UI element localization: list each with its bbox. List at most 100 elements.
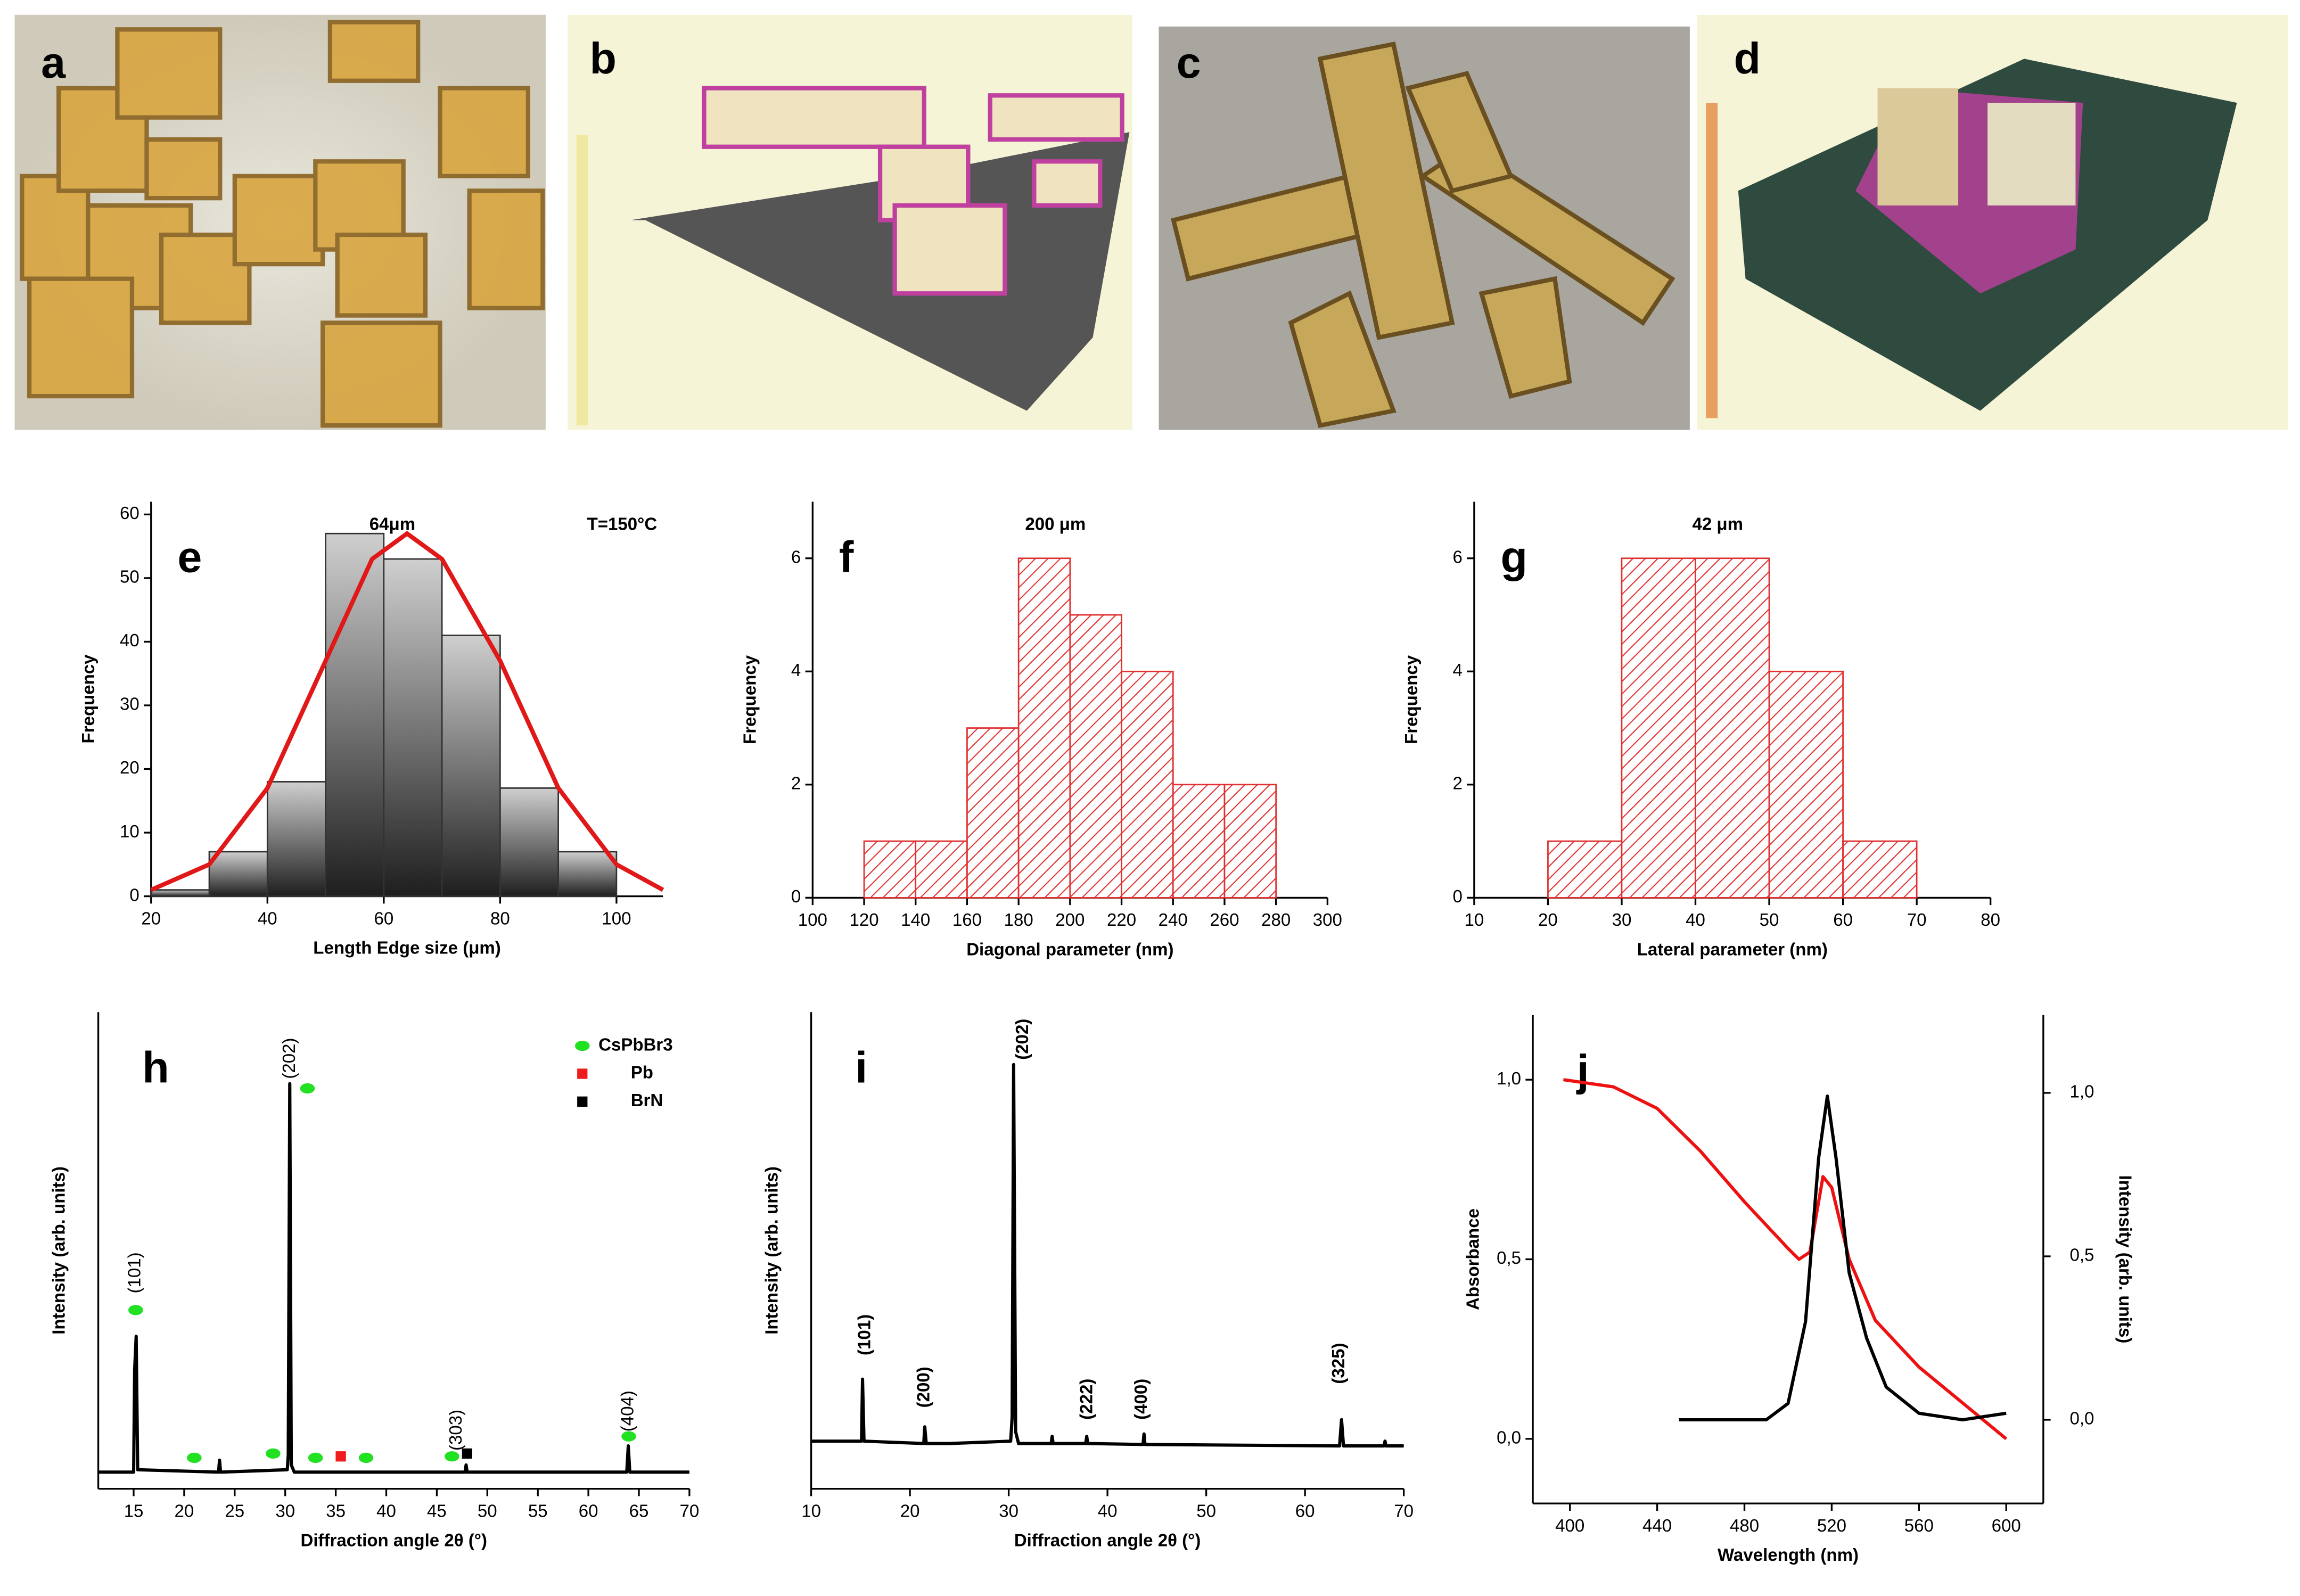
x-tick-label: 50 (478, 1501, 497, 1521)
x-tick-label: 30 (275, 1501, 295, 1521)
marker (445, 1451, 459, 1462)
x-tick-label: 60 (579, 1501, 598, 1521)
x-tick-label: 440 (1642, 1516, 1672, 1536)
marker (621, 1431, 636, 1442)
peak-label: (202) (1013, 1019, 1032, 1060)
x-tick-label: 20 (1538, 910, 1558, 930)
y-tick-label: 0 (791, 887, 801, 907)
photo-a (14, 14, 546, 430)
x-tick-label: 600 (1992, 1516, 2021, 1536)
panel-label: h (142, 1042, 169, 1092)
y-axis-label: Frequency (79, 654, 98, 744)
bar (1223, 784, 1277, 899)
x-tick-label: 45 (427, 1501, 447, 1521)
x-tick-label: 70 (1907, 910, 1927, 930)
bar (383, 558, 443, 897)
marker (358, 1452, 374, 1463)
peak-label: (400) (1131, 1379, 1151, 1420)
chart-title: 64μm (369, 514, 415, 534)
x-tick-label: 400 (1555, 1516, 1584, 1536)
fit-curve (150, 531, 664, 892)
bar (1621, 557, 1696, 899)
x-tick-label: 140 (901, 910, 930, 930)
x-axis-label: Diffraction angle 2θ (°) (1014, 1531, 1201, 1551)
bar (1017, 557, 1071, 899)
peak-label: (202) (280, 1038, 299, 1079)
bar (863, 840, 917, 899)
x-tick-label: 100 (602, 909, 631, 928)
x-tick-label: 60 (374, 909, 393, 928)
x-tick-label: 240 (1159, 910, 1188, 930)
panel-label: e (177, 532, 202, 582)
y-tick-label: 30 (120, 695, 139, 714)
legend-marker (577, 1068, 588, 1079)
x-tick-label: 220 (1107, 910, 1136, 930)
x-tick-label: 260 (1210, 910, 1239, 930)
y-tick-label: 60 (120, 504, 139, 523)
bar (915, 840, 968, 899)
y-tick-label: 0 (1452, 887, 1462, 907)
data-line (811, 1063, 1404, 1448)
x-tick-label: 40 (258, 909, 277, 928)
y-tick-label: 10 (120, 822, 139, 842)
x-axis-label: Lateral parameter (nm) (1637, 940, 1828, 959)
x-tick-label: 60 (1833, 910, 1853, 930)
peak-label: (101) (855, 1314, 874, 1355)
y-tick-label: 4 (1452, 661, 1462, 680)
bar (441, 635, 501, 897)
x-tick-label: 200 (1055, 910, 1085, 930)
y-tick-label: 0,5 (1497, 1248, 1521, 1268)
bar (266, 781, 326, 897)
photo-c (1159, 26, 1690, 430)
bar (557, 851, 618, 897)
peak-label: (404) (618, 1391, 638, 1432)
y-axis-label: Frequency (1402, 655, 1422, 744)
bar (1695, 557, 1770, 899)
panel-label: b (590, 34, 617, 83)
marker (128, 1305, 143, 1315)
x-tick-label: 100 (798, 910, 827, 930)
panel-label: f (839, 532, 854, 582)
x-tick-label: 80 (490, 909, 510, 928)
x-tick-label: 280 (1261, 910, 1291, 930)
x-tick-label: 40 (1686, 910, 1705, 930)
marker (300, 1083, 315, 1094)
bar (1842, 840, 1918, 899)
y2-tick-label: 1,0 (2069, 1082, 2094, 1102)
y-tick-label: 40 (120, 631, 139, 651)
y-tick-label: 0 (129, 885, 139, 905)
y-tick-label: 1,0 (1497, 1069, 1521, 1089)
x-axis-label: Wavelength (nm) (1718, 1545, 1859, 1565)
x-tick-label: 50 (1196, 1501, 1216, 1521)
bar (208, 851, 268, 897)
legend-label: Pb (631, 1063, 653, 1083)
bar (1069, 614, 1122, 899)
y2-tick-label: 0,0 (2069, 1409, 2094, 1429)
x-axis-label: Length Edge size (μm) (313, 939, 501, 958)
panel-label: g (1500, 532, 1527, 582)
peak-label: (303) (446, 1410, 466, 1451)
legend-label: CsPbBr3 (598, 1035, 673, 1055)
x-tick-label: 480 (1730, 1516, 1759, 1536)
y-axis-label: Intensity (arb. units) (762, 1166, 782, 1335)
bar (325, 532, 385, 897)
y-tick-label: 20 (120, 758, 139, 778)
x-tick-label: 20 (175, 1501, 194, 1521)
photo-d (1697, 14, 2288, 430)
y-axis-label: Frequency (740, 655, 760, 744)
x-tick-label: 15 (124, 1501, 144, 1521)
x-tick-label: 25 (225, 1501, 244, 1521)
chart-title: 42 μm (1692, 514, 1743, 534)
y-tick-label: 6 (791, 547, 801, 567)
x-tick-label: 30 (999, 1501, 1018, 1521)
legend-marker (575, 1040, 590, 1051)
x-axis-label: Diagonal parameter (nm) (966, 940, 1173, 959)
bar (150, 889, 210, 897)
x-tick-label: 20 (900, 1501, 920, 1521)
y-tick-label: 50 (120, 567, 139, 587)
x-tick-label: 160 (952, 910, 982, 930)
panel-label: j (1576, 1046, 1589, 1095)
legend-marker (577, 1096, 588, 1107)
data-line (1563, 1078, 2008, 1441)
